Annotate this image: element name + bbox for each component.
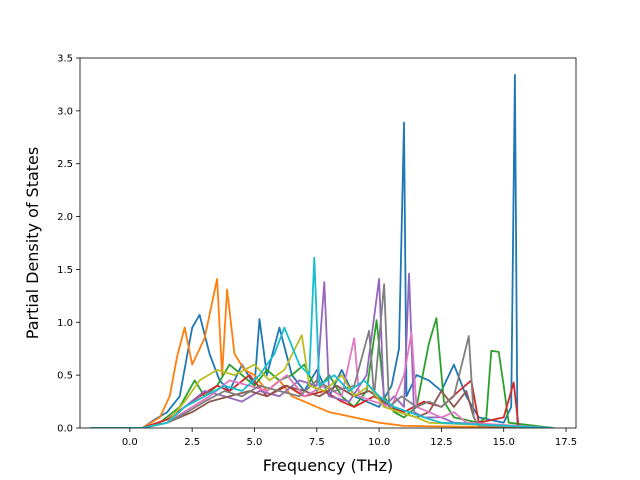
x-tick-label: 15.0 [493, 437, 515, 448]
y-tick-label: 3.5 [57, 54, 73, 65]
x-axis-label: Frequency (THz) [263, 456, 393, 475]
y-axis: 0.0 0.5 1.0 1.5 2.0 2.5 3.0 3.5 [57, 54, 80, 435]
series-line-8 [90, 283, 554, 428]
series-line-2 [90, 278, 554, 428]
y-tick-label: 2.5 [57, 159, 73, 170]
plot-frame [79, 57, 577, 429]
x-tick-label: 0.0 [122, 437, 138, 448]
y-tick-label: 3.0 [57, 106, 73, 117]
series-line-7 [90, 332, 554, 428]
plot-area [90, 74, 554, 428]
series-line-9 [90, 334, 554, 428]
series-line-10 [90, 256, 554, 428]
series-line-6 [90, 384, 554, 428]
series-line-5 [90, 272, 554, 428]
x-tick-label: 10.0 [368, 437, 390, 448]
series-line-4 [90, 374, 554, 428]
x-tick-label: 17.5 [555, 437, 577, 448]
y-tick-label: 1.0 [57, 318, 73, 329]
x-tick-label: 5.0 [247, 437, 263, 448]
x-tick-label: 12.5 [430, 437, 452, 448]
y-tick-label: 1.5 [57, 265, 73, 276]
y-tick-label: 0.0 [57, 424, 73, 435]
x-axis: 0.0 2.5 5.0 7.5 10.0 12.5 15.0 17.5 [122, 428, 577, 448]
y-tick-label: 2.0 [57, 212, 73, 223]
y-axis-label: Partial Density of States [23, 147, 42, 339]
series-line-1 [90, 74, 554, 428]
y-tick-label: 0.5 [57, 371, 73, 382]
x-tick-label: 7.5 [309, 437, 325, 448]
x-tick-label: 2.5 [184, 437, 200, 448]
